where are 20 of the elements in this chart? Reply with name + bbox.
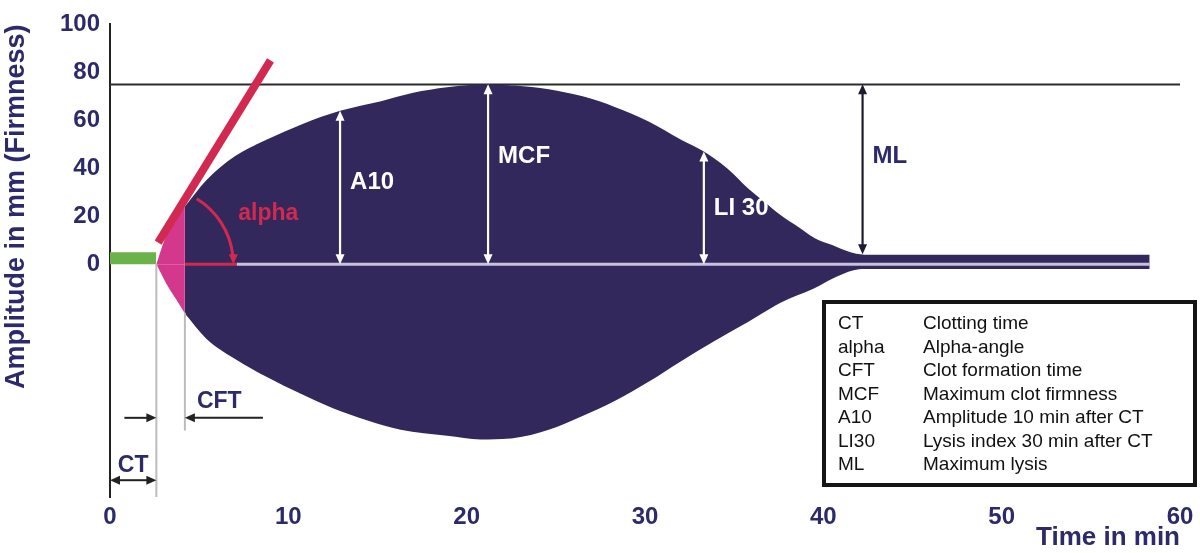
annotation: A10	[350, 167, 395, 195]
y-tick-label: 60	[73, 104, 100, 132]
y-tick-label: 20	[73, 200, 100, 228]
x-tick-label: 30	[631, 502, 659, 530]
y-axis-title: Amplitude in mm (Firmness)	[0, 24, 30, 389]
annotation: alpha	[238, 198, 299, 225]
y-tick-label: 0	[86, 248, 100, 276]
y-tick-label: 40	[73, 152, 100, 180]
glossary-box: CT Clotting time alpha Alpha-angle CFT Clot formation time MCF Maximum clot firmness A10 Amplitude 10 min after CT LI30 Lysis index 30 min after CT ML Maximum lysis	[822, 300, 1197, 487]
annotation: ML	[872, 141, 908, 168]
x-tick-label: 10	[274, 502, 302, 530]
annotation: MCF	[498, 141, 551, 168]
y-tick-label: 100	[59, 9, 100, 37]
x-tick-label: 0	[103, 502, 117, 530]
x-tick-label: 40	[809, 502, 837, 530]
annotation: CT	[117, 450, 149, 477]
annotation: CFT	[196, 387, 242, 414]
x-tick-label: 50	[988, 502, 1016, 530]
x-tick-label: 20	[453, 502, 481, 530]
y-tick-label: 80	[73, 57, 100, 84]
